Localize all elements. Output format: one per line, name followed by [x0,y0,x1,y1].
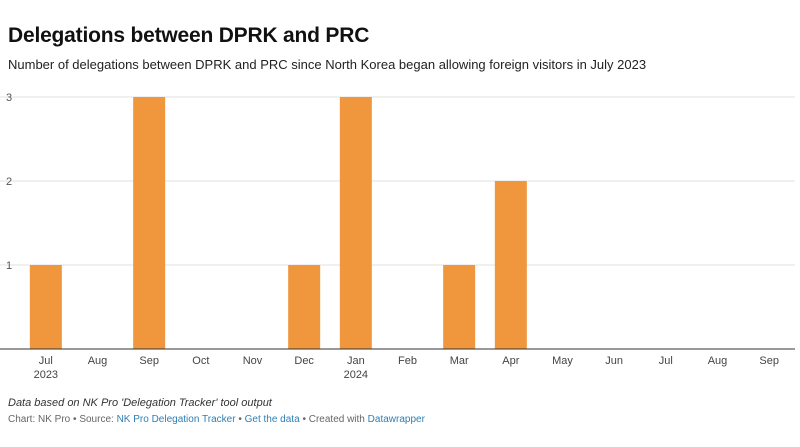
chart-subtitle: Number of delegations between DPRK and P… [8,57,647,72]
x-tick-label: May [552,355,573,367]
created-with-label: Created with [308,414,365,425]
x-tick-label: Aug [708,355,728,367]
bar-chart: 1 2 3 Jul 2023 Aug Sep Oct Nov Dec Jan 2024 Feb Mar A… [0,92,795,381]
source-prefix: Source: [79,414,114,425]
x-tick-label: Jul [659,355,673,367]
x-tick-label: Sep [759,355,779,367]
x-tick-labels: Jul 2023 Aug Sep Oct Nov Dec Jan 2024 Feb Mar Apr Ma… [34,355,779,381]
get-data-link[interactable]: Get the data [244,414,300,425]
separator: • [73,414,77,425]
chart-footer: Chart: NK Pro • Source: NK Pro Delegatio… [8,414,425,425]
x-tick-label: Feb [398,355,417,367]
x-year-label: 2024 [344,369,368,381]
x-tick-label: Nov [243,355,263,367]
x-tick-label: Jul [39,355,53,367]
x-year-label: 2023 [34,369,58,381]
bar [133,97,166,349]
x-tick-label: Aug [88,355,108,367]
gridlines [0,96,795,266]
chart-byline: Chart: NK Pro [8,414,71,425]
datawrapper-link[interactable]: Datawrapper [367,414,425,425]
bar [494,181,527,349]
x-tick-label: Oct [192,355,209,367]
bar [339,97,372,349]
x-tick-label: Jun [605,355,623,367]
x-tick-label: Apr [502,355,519,367]
y-tick-label: 3 [6,92,12,104]
separator: • [302,414,306,425]
bar [443,265,476,349]
separator: • [238,414,242,425]
chart-title: Delegations between DPRK and PRC [8,24,370,47]
bars [29,97,527,349]
x-tick-label: Dec [294,355,314,367]
bar [288,265,321,349]
chart-notes: Data based on NK Pro 'Delegation Tracker… [8,397,272,409]
bar [29,265,62,349]
x-tick-label: Sep [139,355,159,367]
x-tick-label: Mar [450,355,469,367]
x-tick-label: Jan [347,355,365,367]
y-tick-label: 1 [6,260,12,272]
y-tick-labels: 1 2 3 [6,92,12,272]
y-tick-label: 2 [6,176,12,188]
source-link[interactable]: NK Pro Delegation Tracker [116,414,236,425]
